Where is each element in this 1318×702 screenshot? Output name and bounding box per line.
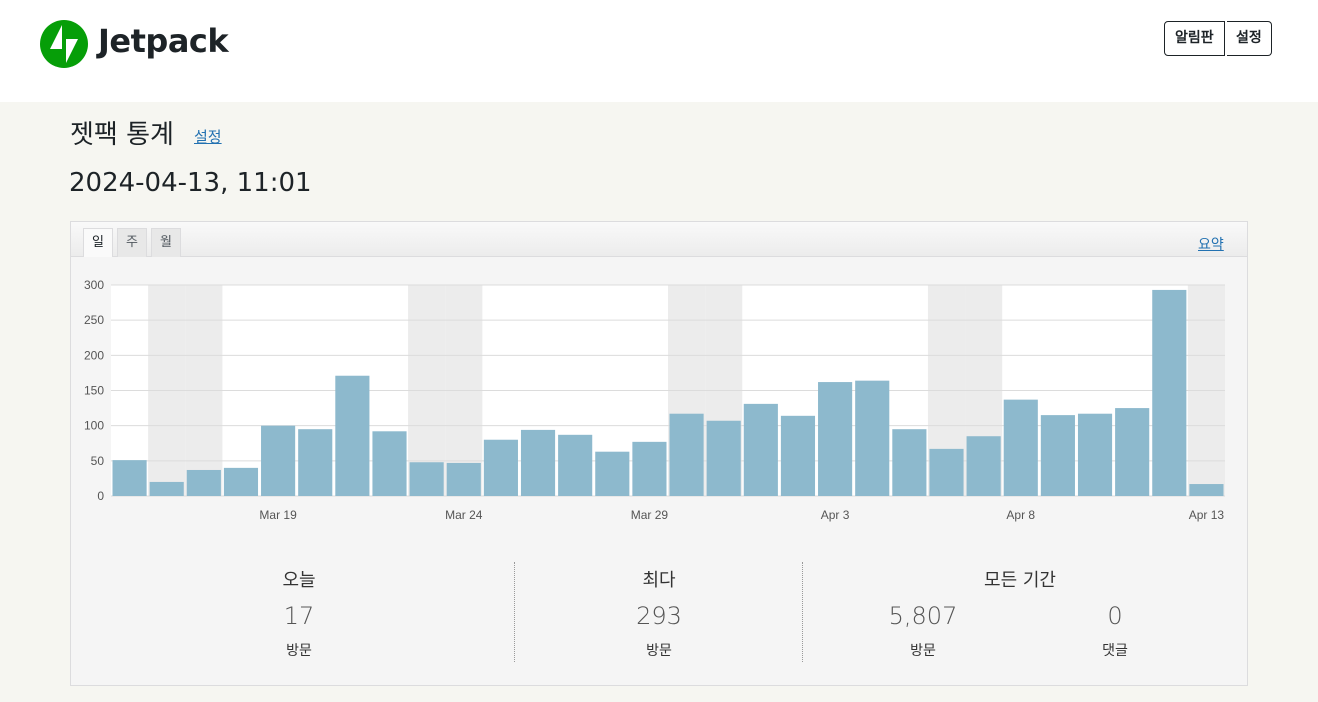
y-tick-label: 100 bbox=[84, 419, 104, 433]
y-tick-label: 250 bbox=[84, 313, 104, 327]
bar bbox=[558, 434, 593, 496]
stat-heading: 오늘 bbox=[282, 570, 316, 591]
bar bbox=[706, 420, 741, 496]
bar bbox=[632, 441, 667, 496]
bar bbox=[780, 415, 816, 496]
y-tick-label: 150 bbox=[84, 384, 104, 398]
stat-label: 댓글 bbox=[1102, 643, 1128, 659]
divider bbox=[514, 562, 515, 662]
y-tick-label: 200 bbox=[84, 348, 104, 362]
stat-heading: 최다 bbox=[642, 570, 676, 591]
logo-icon bbox=[40, 20, 88, 68]
bar bbox=[483, 439, 518, 496]
bar bbox=[520, 429, 556, 496]
bar bbox=[149, 481, 184, 496]
x-tick-label: Mar 24 bbox=[445, 508, 483, 522]
bar bbox=[223, 467, 259, 496]
bar bbox=[409, 462, 444, 496]
x-tick-label: Apr 13 bbox=[1189, 508, 1225, 522]
stat-value: 0 bbox=[1107, 602, 1123, 630]
bar bbox=[1003, 399, 1038, 496]
bar bbox=[1077, 413, 1113, 496]
bar bbox=[929, 448, 964, 496]
stat-label: 방문 bbox=[910, 643, 936, 659]
x-tick-label: Mar 29 bbox=[631, 508, 669, 522]
stats-panel: 일 주 월 요약 0 50 100 150 200 250 300 Mar 19 Mar 24 M… bbox=[70, 221, 1248, 686]
tab-week[interactable]: 주 bbox=[117, 228, 147, 257]
summary-link[interactable]: 요약 bbox=[1198, 237, 1224, 253]
settings-button[interactable]: 설정 bbox=[1227, 21, 1272, 56]
title-settings-link[interactable]: 설정 bbox=[194, 128, 222, 146]
bar bbox=[335, 375, 370, 496]
bar bbox=[855, 380, 890, 496]
y-tick-label: 0 bbox=[97, 489, 104, 503]
tab-day[interactable]: 일 bbox=[83, 228, 113, 257]
bar bbox=[372, 431, 407, 496]
bar bbox=[669, 413, 704, 496]
bar bbox=[595, 451, 630, 496]
stat-value: 5,807 bbox=[888, 602, 958, 630]
bar bbox=[1115, 408, 1150, 496]
bar bbox=[818, 382, 853, 496]
bar bbox=[966, 436, 1001, 496]
tab-bar: 일 주 월 요약 bbox=[71, 222, 1247, 257]
bar bbox=[1040, 415, 1075, 496]
x-tick-label: Mar 19 bbox=[259, 508, 297, 522]
dashboard-button[interactable]: 알림판 bbox=[1164, 21, 1225, 56]
bar bbox=[186, 469, 221, 496]
page-title: 젯팩 통계 bbox=[70, 120, 174, 150]
bar bbox=[298, 429, 333, 496]
chart: 0 50 100 150 200 250 300 Mar 19 Mar 24 Mar 29 Apr … bbox=[84, 278, 1225, 522]
divider bbox=[802, 562, 803, 662]
bar bbox=[892, 429, 927, 496]
header: Jetpack 알림판 설정 bbox=[0, 0, 1318, 102]
stat-label: 방문 bbox=[286, 643, 312, 659]
stat-label: 방문 bbox=[646, 643, 672, 659]
stat-value: 293 bbox=[636, 602, 682, 630]
logo-text: Jetpack bbox=[98, 22, 229, 60]
bar bbox=[112, 460, 147, 496]
stat-value: 17 bbox=[283, 602, 315, 630]
y-tick-label: 50 bbox=[91, 454, 105, 468]
x-tick-label: Apr 8 bbox=[1006, 508, 1035, 522]
bar bbox=[1189, 484, 1224, 496]
x-tick-label: Apr 3 bbox=[821, 508, 850, 522]
stat-heading: 모든 기간 bbox=[984, 570, 1056, 591]
tab-month[interactable]: 월 bbox=[151, 228, 181, 257]
y-tick-label: 300 bbox=[84, 278, 104, 292]
bar bbox=[446, 462, 481, 496]
bar bbox=[261, 425, 296, 496]
bar bbox=[1152, 289, 1187, 496]
datetime: 2024-04-13, 11:01 bbox=[69, 168, 312, 198]
bar bbox=[743, 403, 778, 496]
